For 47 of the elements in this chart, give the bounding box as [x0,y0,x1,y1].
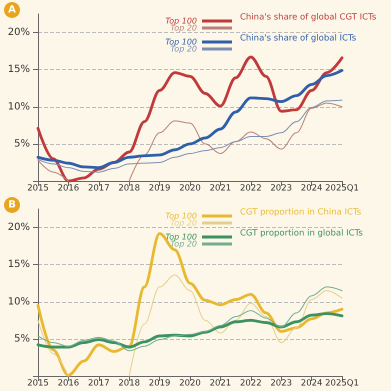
legend-label: Top 100 [165,212,197,220]
chart-title: B [8,200,16,210]
x-tick-label: 2024 [300,378,322,388]
x-tick-label: 2021 [210,184,232,194]
x-tick-label: 2015 [27,378,49,388]
legend-label: Top 100 [165,16,197,26]
y-tick-label: 5% [14,138,30,150]
x-tick-label: 2020 [179,184,201,194]
x-tick-label: 2020 [179,378,201,388]
annotation: CGT proportion in global ICTs [240,228,364,238]
x-tick-label: 2016 [58,378,80,388]
legend-label: Top 20 [170,240,197,248]
y-tick-label: 15% [8,259,30,270]
x-tick-label: 2019 [148,184,170,194]
x-tick-label: 2024 [300,184,322,194]
annotation: China's share of global CGT ICTs [240,12,377,22]
legend-label: Top 20 [170,218,197,228]
y-tick-label: 20% [8,222,30,234]
x-tick-label: 2023 [270,378,292,388]
x-tick-label: 2018 [118,378,140,388]
annotation: CGT proportion in China ICTs [240,208,362,218]
line-series [36,312,344,348]
y-tick-label: 5% [14,333,30,344]
chart-title: A [8,4,16,16]
x-tick-label: 2016 [58,184,80,194]
x-tick-label: 2015 [27,184,49,194]
y-tick-label: 10% [8,296,30,308]
x-tick-label: 2025Q1 [325,184,359,194]
x-tick-label: 2021 [210,378,232,388]
line-series [38,286,342,352]
annotation: China's share of global ICTs [240,34,357,44]
x-tick-label: 2025Q1 [325,378,359,388]
legend-label: Top 100 [165,38,197,46]
y-tick-label: 15% [8,64,30,76]
x-tick-label: 2023 [270,184,292,194]
x-tick-label: 2019 [148,378,170,388]
legend-label: Top 20 [170,24,197,32]
x-tick-label: 2018 [118,184,140,194]
x-tick-label: 2017 [88,378,110,388]
x-tick-label: 2022 [240,184,262,194]
x-tick-label: 2022 [240,378,262,388]
legend-label: Top 100 [165,232,197,242]
y-tick-label: 10% [8,101,30,112]
line-series [36,69,344,170]
legend-label: Top 20 [170,44,197,54]
x-tick-label: 2017 [88,184,110,194]
y-tick-label: 20% [8,27,30,38]
